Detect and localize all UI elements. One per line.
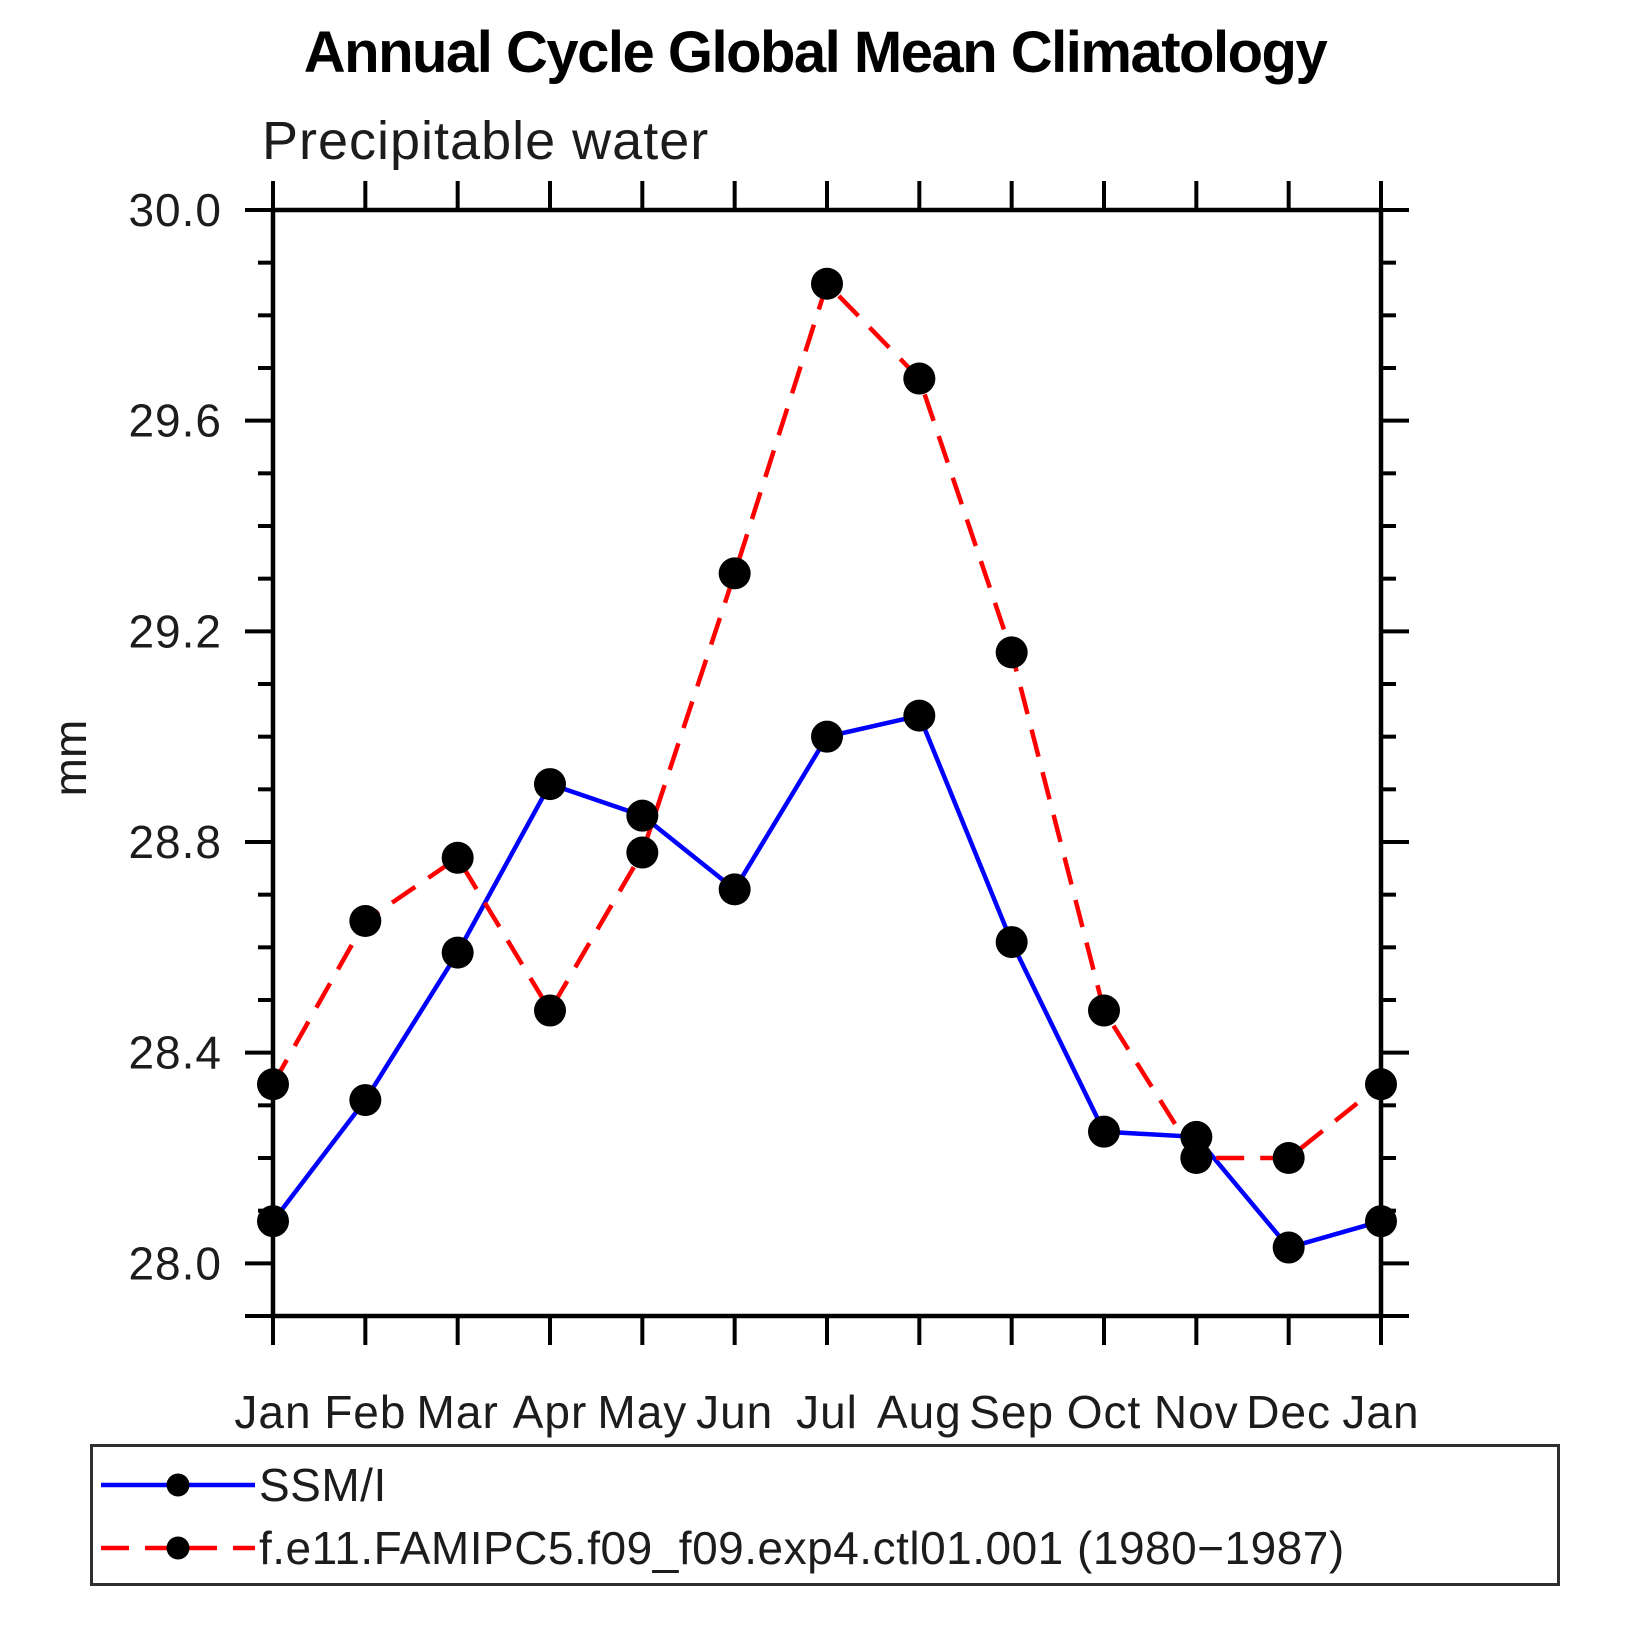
data-point-marker-model bbox=[811, 267, 843, 300]
x-tick-label: Sep bbox=[969, 1386, 1054, 1438]
data-point-marker-model bbox=[1180, 1142, 1213, 1174]
x-tick-label: Aug bbox=[877, 1386, 962, 1438]
data-point-marker-ssmi bbox=[718, 873, 751, 906]
chart-title: Annual Cycle Global Mean Climatology bbox=[303, 20, 1328, 85]
x-tick-label: Jan bbox=[1342, 1386, 1419, 1438]
x-tick-label: Apr bbox=[513, 1386, 588, 1438]
data-point-marker-model bbox=[534, 994, 566, 1027]
axes-box bbox=[270, 207, 1384, 1319]
x-tick-label: Mar bbox=[417, 1386, 499, 1438]
data-point-marker-model bbox=[257, 1068, 289, 1101]
legend-sample-marker bbox=[166, 1536, 190, 1560]
data-point-marker-ssmi bbox=[1365, 1205, 1397, 1238]
data-point-marker-ssmi bbox=[995, 926, 1028, 959]
legend-item-model: f.e11.FAMIPC5.f09_f09.exp4.ctl01.001 (19… bbox=[97, 1522, 1345, 1574]
legend-line-sample-model bbox=[101, 1536, 255, 1560]
x-tick-label: Oct bbox=[1067, 1386, 1142, 1438]
legend-item-ssmi: SSM/I bbox=[97, 1459, 387, 1511]
data-point-marker-ssmi bbox=[349, 1084, 382, 1117]
series-line-ssmi bbox=[271, 712, 1382, 1251]
data-point-marker-ssmi bbox=[534, 768, 566, 801]
data-point-marker-ssmi bbox=[1088, 1115, 1120, 1148]
data-point-marker-model bbox=[1088, 994, 1120, 1027]
data-point-marker-ssmi bbox=[811, 720, 843, 753]
x-tick-label: Jul bbox=[796, 1386, 858, 1438]
data-point-marker-model bbox=[626, 836, 659, 869]
legend: SSM/I f.e11.FAMIPC5.f09_f09.exp4.ctl01.0… bbox=[90, 1444, 1560, 1586]
x-tick-label: Jun bbox=[696, 1386, 773, 1438]
y-tick-label: 30.0 bbox=[128, 184, 222, 236]
data-point-marker-ssmi bbox=[903, 699, 936, 732]
data-point-marker-model bbox=[1365, 1068, 1397, 1101]
legend-label-ssmi: SSM/I bbox=[259, 1459, 387, 1511]
legend-line-sample-ssmi bbox=[101, 1473, 255, 1497]
data-point-marker-model bbox=[349, 905, 382, 937]
legend-sample-marker bbox=[166, 1473, 190, 1497]
data-point-marker-ssmi bbox=[257, 1205, 289, 1238]
data-point-marker-ssmi bbox=[626, 799, 659, 832]
x-tick-label: Nov bbox=[1154, 1386, 1239, 1438]
data-point-marker-model bbox=[441, 841, 474, 874]
y-tick-label: 28.4 bbox=[128, 1027, 222, 1079]
chart-subtitle: Precipitable water bbox=[262, 111, 710, 171]
x-tick-label: Feb bbox=[324, 1386, 406, 1438]
data-point-marker-ssmi bbox=[441, 936, 474, 969]
data-point-marker-model bbox=[1272, 1142, 1305, 1174]
y-tick-label: 28.8 bbox=[128, 816, 222, 868]
y-tick-label: 28.0 bbox=[128, 1237, 222, 1289]
x-tick-label: Dec bbox=[1246, 1386, 1331, 1438]
data-point-marker-model bbox=[995, 636, 1028, 669]
x-tick-label: May bbox=[597, 1386, 687, 1438]
legend-label-model: f.e11.FAMIPC5.f09_f09.exp4.ctl01.001 (19… bbox=[259, 1522, 1345, 1574]
x-tick-label: Jan bbox=[234, 1386, 311, 1438]
data-point-marker-model bbox=[718, 557, 751, 590]
data-point-marker-ssmi bbox=[1272, 1231, 1305, 1264]
y-tick-label: 29.6 bbox=[128, 395, 222, 447]
data-point-marker-model bbox=[903, 362, 936, 395]
y-tick-label: 29.2 bbox=[128, 605, 222, 657]
